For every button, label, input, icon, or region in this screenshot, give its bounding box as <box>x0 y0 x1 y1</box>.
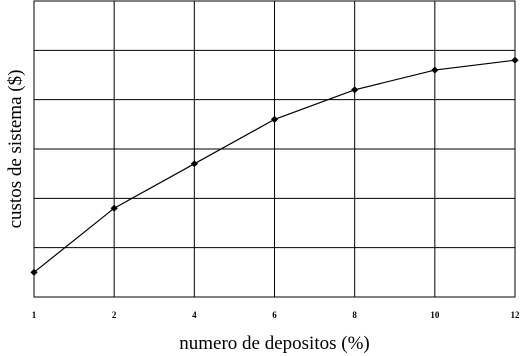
data-point-marker <box>431 66 439 74</box>
data-point-marker <box>110 204 118 212</box>
x-tick-labels: 1 2 4 6 8 10 12 <box>32 310 520 320</box>
x-tick-label: 6 <box>272 310 277 320</box>
data-point-marker <box>190 160 198 168</box>
x-tick-label: 1 <box>32 310 37 320</box>
series-group <box>30 56 519 276</box>
data-point-marker <box>270 115 279 123</box>
data-point-marker <box>30 268 38 276</box>
grid <box>34 1 515 297</box>
x-tick-label: 4 <box>192 310 197 320</box>
data-point-marker <box>351 86 359 94</box>
x-tick-label: 12 <box>511 310 520 320</box>
plot-area-frame <box>33 0 516 298</box>
x-tick-label: 2 <box>112 310 117 320</box>
y-axis-title: custos de sistema ($) <box>5 70 26 229</box>
data-point-marker <box>511 56 519 64</box>
x-tick-label: 8 <box>352 310 357 320</box>
x-axis-title: numero de depositos (%) <box>179 333 369 354</box>
x-tick-label: 10 <box>430 310 440 320</box>
